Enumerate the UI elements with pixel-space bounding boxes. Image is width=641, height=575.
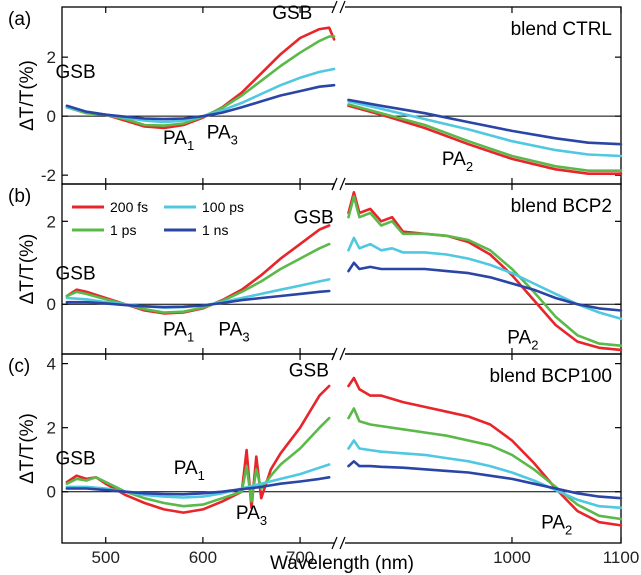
series-line-1-ps (347, 195, 623, 348)
annotation-text: GSB (56, 62, 96, 83)
legend-label: 1 ns (202, 222, 228, 238)
break-gap (335, 537, 345, 549)
annotation: PA1 (174, 458, 205, 483)
annotation: GSB (56, 62, 96, 83)
annotation-text: GSB (56, 449, 96, 470)
annotation: PA3 (218, 319, 249, 344)
axis-break-mark (339, 177, 346, 191)
y-tick-label: 0 (47, 483, 56, 502)
series-line-1-ns (65, 83, 336, 121)
axis-break-mark (331, 536, 338, 550)
annotation-subscript: 3 (242, 329, 249, 344)
annotation-text: PA (236, 503, 260, 524)
legend: 200 fs 100 ps 1 ps 1 ns (72, 199, 244, 238)
axis-break-mark (339, 347, 346, 361)
axis-break-mark (339, 0, 346, 14)
series-line-1-ns (347, 98, 623, 146)
x-tick-label: 1000 (493, 548, 531, 567)
annotation-text: PA (174, 458, 198, 479)
series-line-1-ps (65, 242, 331, 314)
annotation-text: PA (218, 319, 242, 340)
y-tick-label: 0 (47, 107, 56, 126)
annotation-subscript: 1 (187, 138, 194, 153)
y-axis-title: ΔT/T(%) (17, 413, 38, 484)
y-tick-label: 2 (47, 48, 56, 67)
annotation-text: PA (507, 328, 531, 349)
annotation-subscript: 1 (198, 468, 205, 483)
y-axis-title: ΔT/T(%) (17, 60, 38, 131)
legend-label: 100 ps (202, 199, 244, 215)
y-tick-label: 2 (47, 212, 56, 231)
panel-label: (a) (8, 9, 31, 30)
axis-break-mark (331, 347, 338, 361)
annotation-subscript: 3 (231, 132, 238, 147)
y-tick-label: 2 (47, 419, 56, 438)
panel-label: (b) (8, 186, 31, 207)
annotation: GSB (56, 263, 96, 284)
series-line-1-ns (65, 289, 331, 309)
annotation: PA1 (163, 128, 194, 153)
annotation-text: GSB (294, 207, 334, 228)
annotation-subscript: 3 (260, 513, 267, 528)
annotation-text: PA (163, 128, 187, 149)
annotation-text: PA (442, 149, 466, 170)
annotation: GSB (56, 449, 96, 470)
annotation: GSB (294, 207, 334, 228)
axis-break-mark (331, 0, 338, 14)
series-line-100-ps (347, 439, 623, 510)
legend-label: 200 fs (110, 199, 148, 215)
series-line-100-ps (347, 236, 623, 321)
series-line-200-fs (65, 26, 336, 130)
y-tick-label: 0 (47, 295, 56, 314)
annotation-text: PA (541, 513, 565, 534)
y-tick-label: -2 (41, 166, 56, 185)
annotation: PA2 (442, 149, 473, 174)
series-line-1-ns (347, 261, 623, 312)
x-tick-label: 1100 (603, 548, 640, 567)
series-line-200-fs (347, 104, 623, 175)
annotation-text: GSB (289, 360, 329, 381)
series-line-200-fs (347, 376, 623, 527)
annotation: PA2 (541, 513, 572, 538)
break-gap (335, 178, 345, 190)
legend-label: 1 ps (110, 222, 136, 238)
annotation-text: GSB (56, 263, 96, 284)
break-gap (335, 1, 345, 13)
annotation: PA3 (236, 503, 267, 528)
x-tick-label: 500 (92, 548, 120, 567)
y-axis-title: ΔT/T(%) (17, 234, 38, 305)
annotation-subscript: 2 (466, 159, 473, 174)
axis-break-mark (331, 177, 338, 191)
series-line-100-ps (347, 100, 623, 158)
annotation: PA2 (507, 328, 538, 353)
x-tick-label: 600 (189, 548, 217, 567)
annotation-subscript: 2 (531, 338, 538, 353)
series-line-1-ps (65, 416, 331, 508)
y-tick-label: 4 (47, 355, 56, 374)
panel-title: blend BCP2 (511, 196, 612, 217)
series-line-1-ps (347, 103, 623, 172)
series-line-1-ns (347, 459, 623, 500)
panel-title: blend BCP100 (489, 366, 612, 387)
break-gap (335, 348, 345, 360)
annotation-text: GSB (272, 3, 312, 24)
annotation: GSB (272, 3, 312, 24)
series-line-1-ns (65, 475, 331, 496)
annotation-text: PA (163, 319, 187, 340)
panel-title: blend CTRL (511, 19, 612, 40)
annotation-subscript: 2 (565, 523, 572, 538)
annotation: PA3 (207, 122, 238, 147)
annotation-text: PA (207, 122, 231, 143)
x-axis-title: Wavelength (nm) (270, 553, 414, 574)
annotation-subscript: 1 (187, 329, 194, 344)
panel-label: (c) (8, 356, 30, 377)
annotation: GSB (289, 360, 329, 381)
axis-break-mark (339, 536, 346, 550)
x-tick-label: 700 (286, 548, 314, 567)
annotation: PA1 (163, 319, 194, 344)
